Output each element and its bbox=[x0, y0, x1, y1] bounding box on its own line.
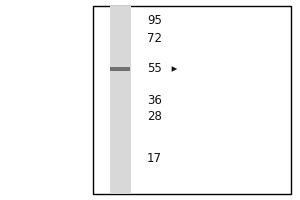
Text: 95: 95 bbox=[147, 15, 162, 27]
Bar bbox=[110, 6, 130, 194]
Text: 17: 17 bbox=[147, 152, 162, 164]
Text: 28: 28 bbox=[147, 110, 162, 123]
Text: 55: 55 bbox=[147, 62, 162, 75]
Text: 36: 36 bbox=[147, 94, 162, 106]
Text: 72: 72 bbox=[147, 32, 162, 46]
Bar bbox=[93, 6, 291, 194]
Bar bbox=[110, 67, 130, 71]
